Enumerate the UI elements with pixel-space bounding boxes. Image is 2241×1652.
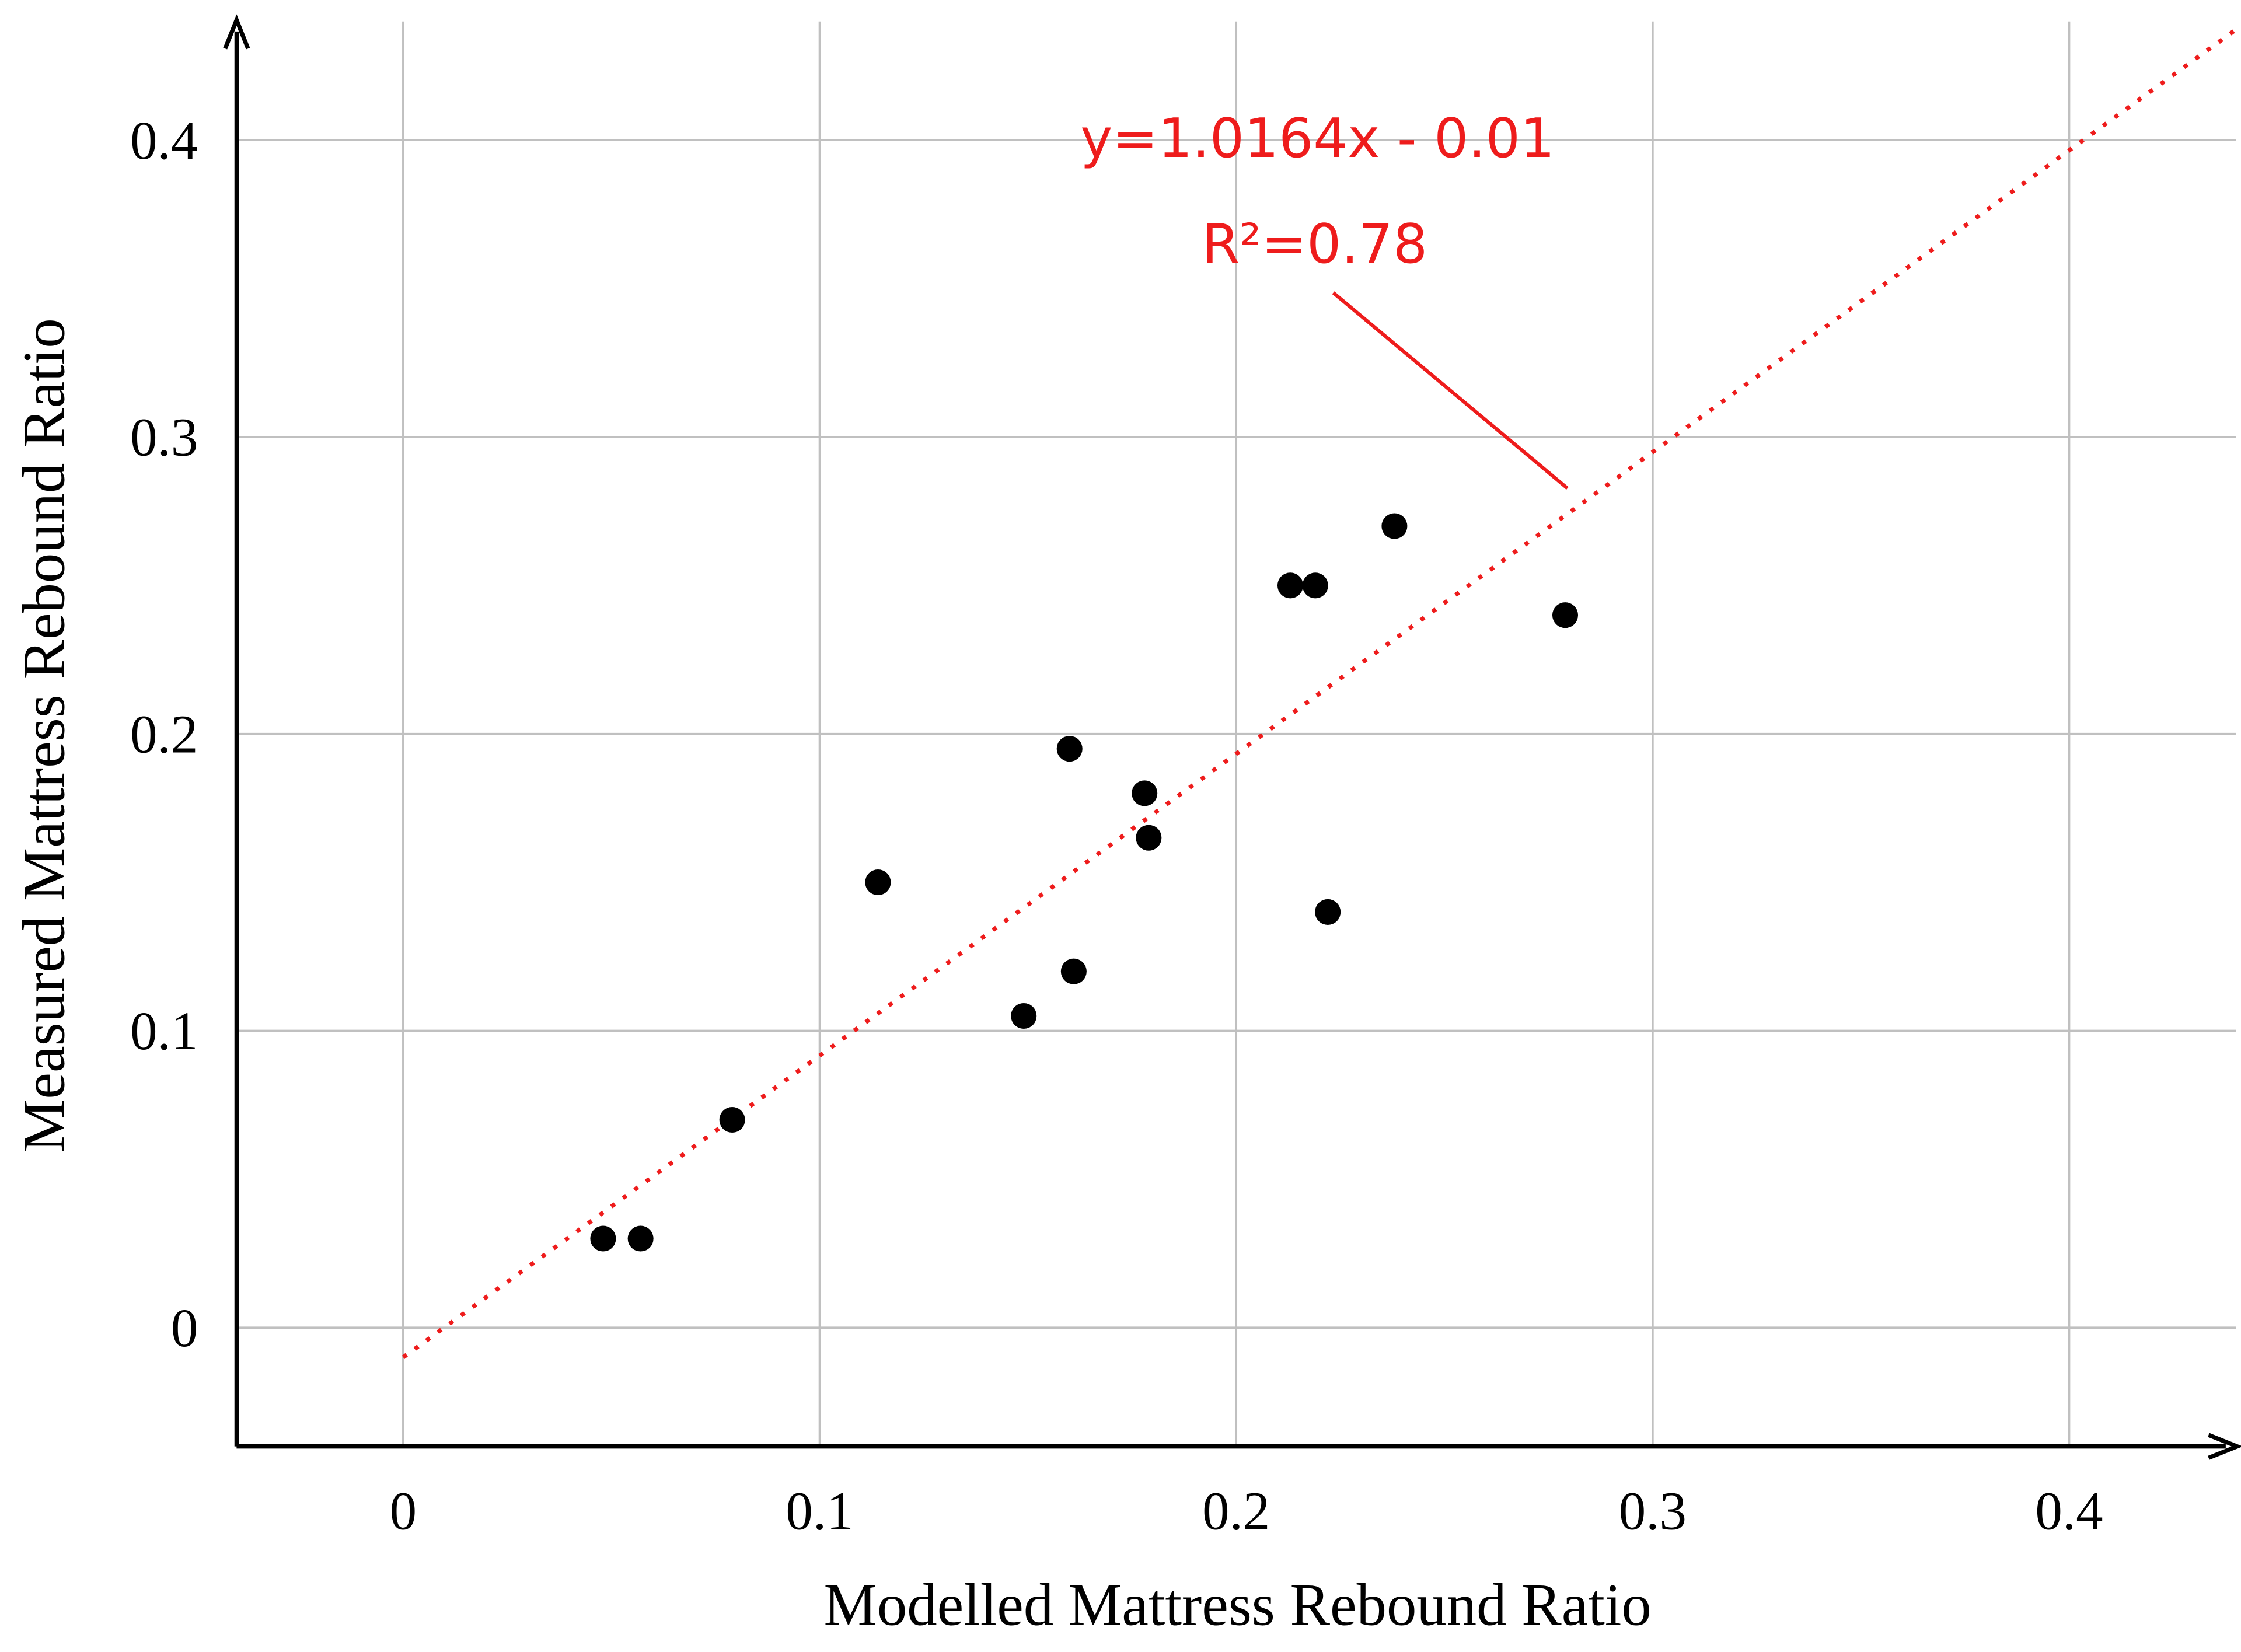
y-tick-label: 0.2 xyxy=(130,704,198,764)
scatter-point xyxy=(627,1225,654,1252)
y-tick-label: 0.4 xyxy=(130,111,198,171)
scatter-point xyxy=(719,1107,745,1133)
scatter-point xyxy=(1056,736,1083,762)
y-tick-label: 0.3 xyxy=(130,408,198,468)
scatter-point xyxy=(1011,1003,1037,1029)
y-tick-label: 0 xyxy=(171,1298,198,1358)
scatter-point xyxy=(1060,958,1087,984)
trendline xyxy=(402,27,2237,1360)
x-tick-label: 0.2 xyxy=(1202,1482,1270,1542)
scatter-point xyxy=(865,869,891,896)
scatter-point xyxy=(590,1225,616,1252)
scatter-point xyxy=(1381,513,1408,539)
x-tick-label: 0 xyxy=(390,1482,417,1542)
r2-annotation: R²=0.78 xyxy=(1202,212,1427,275)
x-axis-label: Modelled Mattress Rebound Ratio xyxy=(823,1572,1651,1639)
scatter-point xyxy=(1552,602,1579,628)
y-tick-label: 0.1 xyxy=(130,1001,198,1061)
x-tick-label: 0.4 xyxy=(2035,1482,2103,1542)
annotation-leader xyxy=(1332,291,1569,490)
scatter-point xyxy=(1302,572,1328,599)
x-tick-label: 0.3 xyxy=(1619,1482,1687,1542)
scatter-point xyxy=(1136,825,1162,851)
scatter-point xyxy=(1132,780,1158,806)
scatter-point xyxy=(1277,572,1303,599)
scatter-point xyxy=(1315,899,1341,925)
y-axis-label: Measured Mattress Rebound Ratio xyxy=(11,318,77,1152)
grid xyxy=(236,21,2236,1447)
equation-annotation: y=1.0164x - 0.01 xyxy=(1080,107,1555,170)
x-tick-label: 0.1 xyxy=(786,1482,853,1542)
x-axis-arrow xyxy=(2208,1433,2241,1460)
y-axis-arrow xyxy=(223,14,250,50)
